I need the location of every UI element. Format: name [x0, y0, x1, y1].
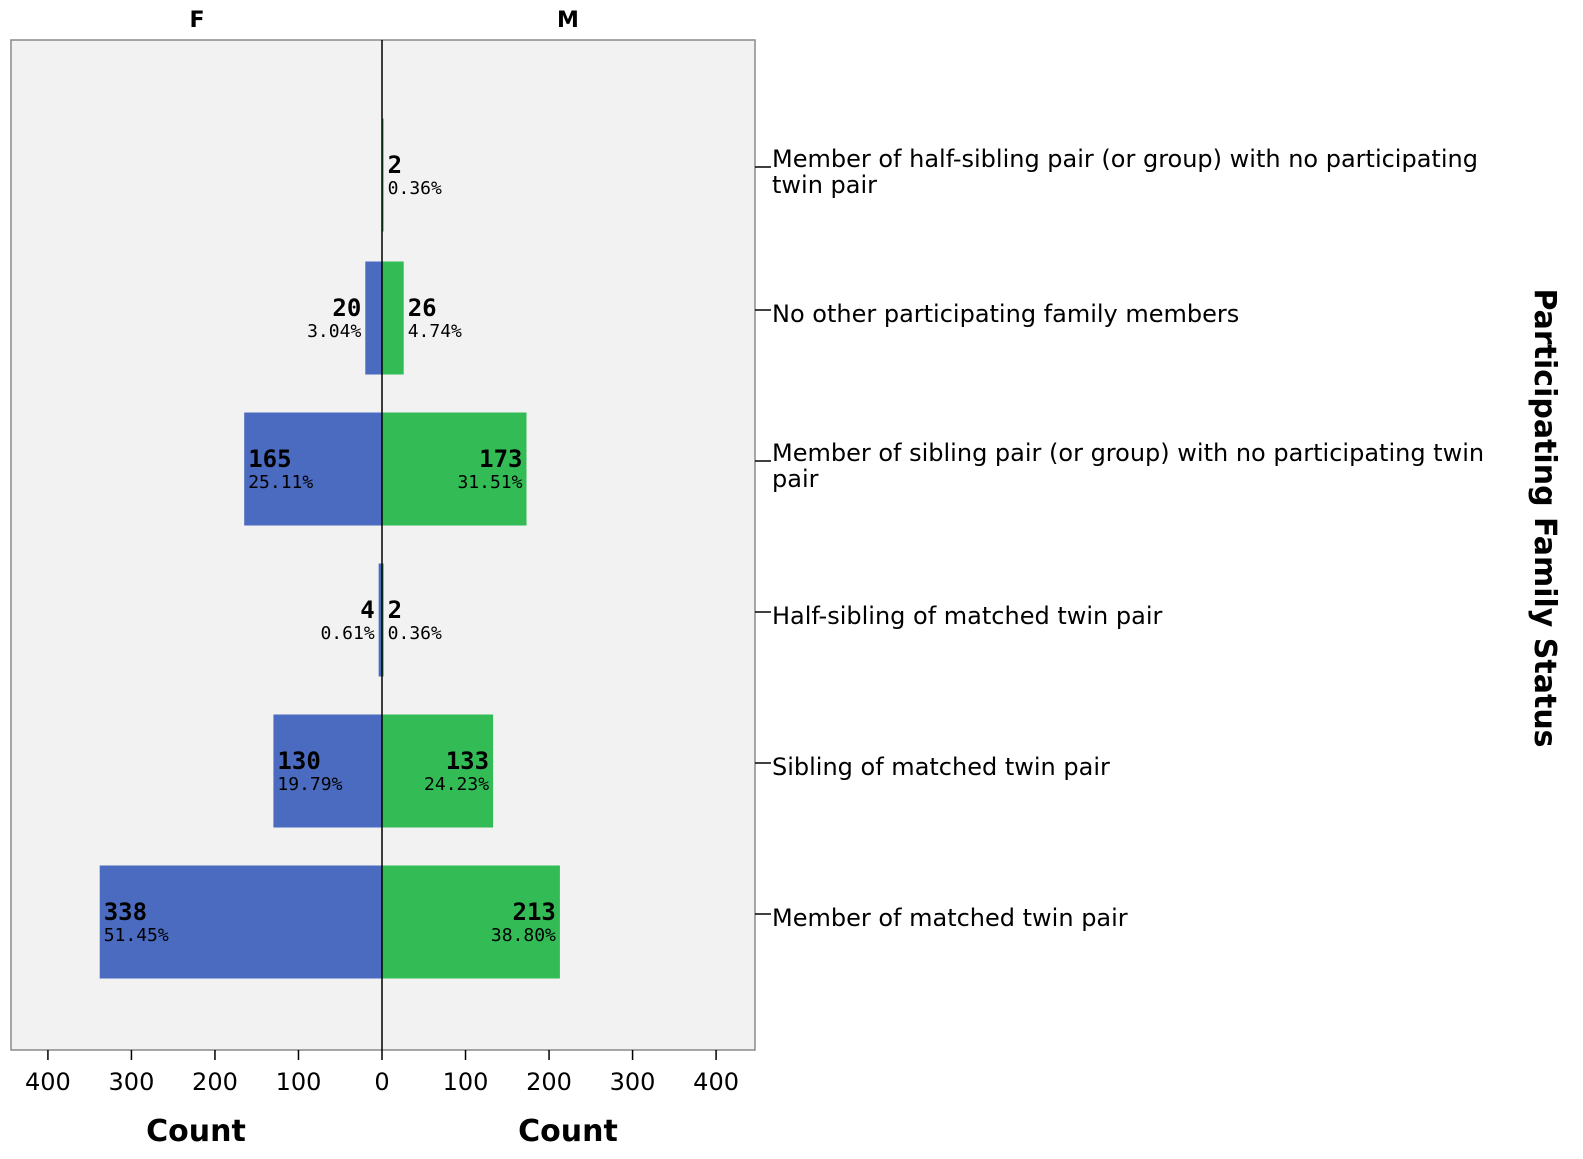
label-f-count-4: 130: [277, 747, 320, 775]
category-label-5-0: Member of matched twin pair: [772, 904, 1128, 932]
label-m-pct-5: 38.80%: [491, 925, 556, 946]
label-f-count-3: 4: [360, 596, 374, 624]
label-m-pct-4: 24.23%: [424, 774, 489, 795]
label-f-pct-4: 19.79%: [277, 774, 342, 795]
label-f-pct-3: 0.61%: [320, 623, 374, 644]
x-tick-label-8: 400: [693, 1068, 739, 1096]
label-f-pct-1: 3.04%: [307, 321, 361, 342]
label-m-pct-2: 31.51%: [457, 472, 522, 493]
x-tick-label-7: 300: [610, 1068, 656, 1096]
bar-f-1: [365, 261, 382, 375]
label-m-count-4: 133: [446, 747, 489, 775]
label-m-count-0: 2: [388, 151, 402, 179]
x-tick-label-2: 200: [192, 1068, 238, 1096]
panel-title-f: F: [189, 8, 204, 33]
label-f-count-2: 165: [248, 445, 291, 473]
x-tick-label-6: 200: [526, 1068, 572, 1096]
category-label-3-0: Half-sibling of matched twin pair: [772, 602, 1162, 630]
x-tick-label-3: 100: [276, 1068, 322, 1096]
label-f-pct-2: 25.11%: [248, 472, 313, 493]
category-label-1-0: No other participating family members: [772, 300, 1239, 328]
label-m-pct-0: 0.36%: [388, 178, 442, 199]
bar-m-5: [382, 865, 560, 979]
label-f-pct-5: 51.45%: [104, 925, 169, 946]
label-m-count-3: 2: [388, 596, 402, 624]
y-axis-title: Participating Family Status: [1527, 288, 1562, 747]
bar-m-1: [382, 261, 404, 375]
bar-m-3: [382, 563, 384, 677]
x-axis: 400 300 200 100 0 100 200 300 400: [25, 1050, 739, 1096]
label-m-pct-1: 4.74%: [408, 321, 462, 342]
x-tick-label-5: 100: [443, 1068, 489, 1096]
x-tick-label-0: 400: [25, 1068, 71, 1096]
category-label-0-1: twin pair: [772, 171, 877, 199]
bar-f-4: [273, 714, 382, 828]
label-f-count-5: 338: [104, 898, 147, 926]
bar-f-5: [99, 865, 383, 979]
panel-title-m: M: [557, 8, 579, 33]
bar-m-2: [382, 412, 527, 526]
bar-f-2: [244, 412, 382, 526]
label-m-count-1: 26: [408, 294, 437, 322]
label-m-count-2: 173: [479, 445, 522, 473]
x-tick-label-1: 300: [109, 1068, 155, 1096]
label-m-count-5: 213: [513, 898, 556, 926]
x-axis-title-left: Count: [146, 1114, 246, 1149]
bar-m-4: [382, 714, 494, 828]
category-axis: Member of half-sibling pair (or group) w…: [755, 145, 1484, 932]
data-labels-layer: 20.36%203.04%264.74%16525.11%17331.51%40…: [104, 151, 556, 946]
bar-f-3: [378, 563, 382, 677]
category-label-2-1: pair: [772, 465, 819, 493]
label-m-pct-3: 0.36%: [388, 623, 442, 644]
bars-layer: [99, 118, 560, 979]
category-label-0-0: Member of half-sibling pair (or group) w…: [772, 145, 1478, 173]
x-tick-label-4: 0: [374, 1068, 389, 1096]
bar-m-0: [382, 118, 384, 232]
category-label-4-0: Sibling of matched twin pair: [772, 753, 1110, 781]
category-label-2-0: Member of sibling pair (or group) with n…: [772, 439, 1484, 467]
label-f-count-1: 20: [332, 294, 361, 322]
x-axis-title-right: Count: [518, 1114, 618, 1149]
